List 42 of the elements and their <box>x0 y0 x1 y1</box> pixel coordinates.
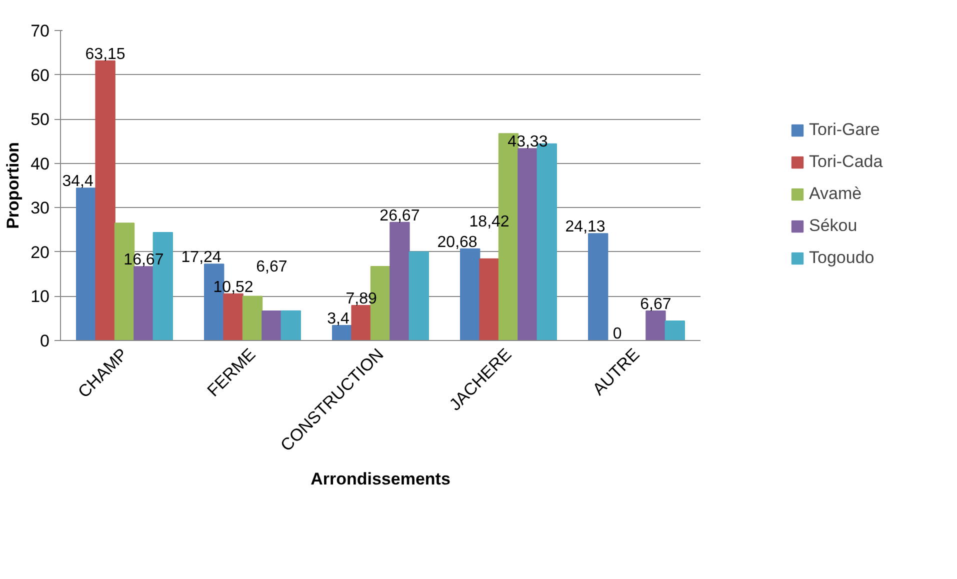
y-axis-title: Proportion <box>4 142 23 229</box>
data-label: 3,4 <box>327 310 350 328</box>
bar <box>242 296 263 340</box>
bar <box>460 248 480 340</box>
y-tick-label: 0 <box>40 332 50 350</box>
bar <box>390 222 410 340</box>
y-tick-label: 70 <box>30 22 50 40</box>
bar <box>76 188 96 340</box>
bar <box>479 258 500 340</box>
bar <box>95 60 116 340</box>
bar <box>223 293 244 340</box>
legend-label: Sékou <box>809 216 858 236</box>
data-label: 0 <box>612 326 622 342</box>
bar <box>664 320 685 340</box>
legend-label: Togoudo <box>809 248 874 268</box>
bar <box>280 310 301 340</box>
legend-label: Tori-Cada <box>809 152 883 172</box>
y-tick-label: 50 <box>30 110 50 130</box>
bar <box>646 310 666 340</box>
legend-label: Tori-Gare <box>809 120 880 140</box>
bar <box>332 324 352 340</box>
y-tick-label: 40 <box>30 154 50 174</box>
data-label: 26,67 <box>380 207 420 224</box>
data-label: 6,67 <box>256 258 288 276</box>
data-label: 17,24 <box>181 249 222 266</box>
bar <box>518 148 538 340</box>
legend-label: Avamè <box>809 184 862 204</box>
x-axis-title: Arrondissements <box>310 470 450 489</box>
data-label: 20,68 <box>437 234 478 251</box>
data-label: 24,13 <box>565 218 606 236</box>
bar <box>134 266 154 340</box>
bar <box>588 233 608 340</box>
bar <box>262 310 282 340</box>
bar <box>351 305 372 340</box>
y-tick-label: 20 <box>30 242 50 262</box>
data-label: 63,15 <box>85 46 126 63</box>
data-label: 34,4 <box>62 173 94 190</box>
y-tick-label: 30 <box>30 198 50 218</box>
bar <box>408 251 429 340</box>
y-tick-label: 10 <box>30 287 50 306</box>
y-tick-label: 60 <box>30 66 50 85</box>
data-label: 6,67 <box>640 296 672 313</box>
